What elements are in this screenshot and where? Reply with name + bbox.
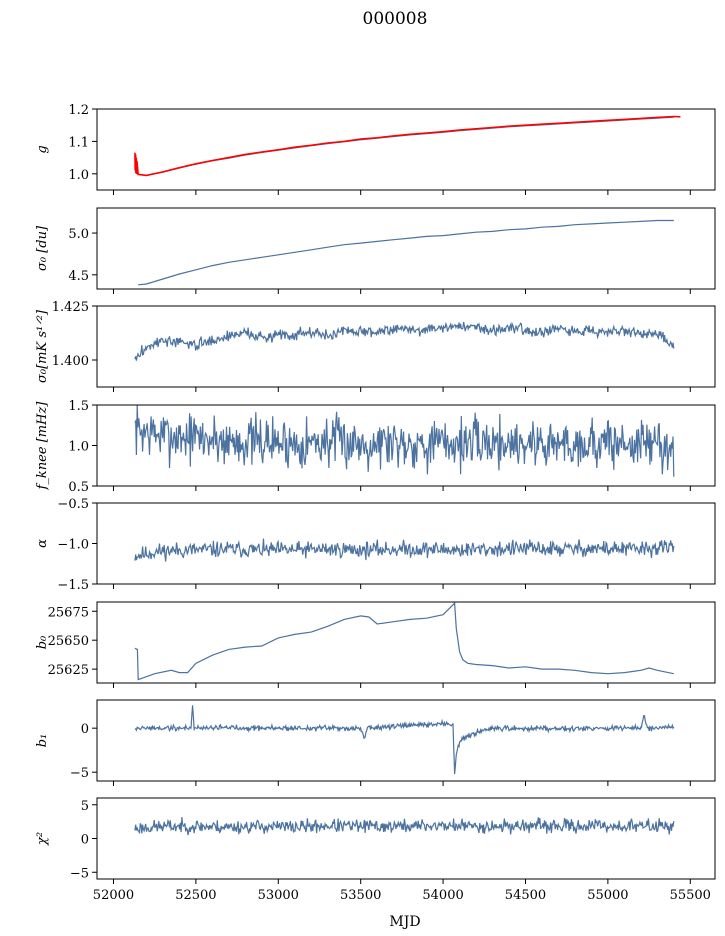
y-axis-label: g (35, 145, 50, 153)
series-line-2-1 (138, 219, 674, 286)
panel-6: 25625 25650 25675 b₀ (35, 601, 716, 688)
x-tick-label: 55000 (587, 888, 628, 903)
y-tick-label: 1.425 (52, 300, 89, 315)
y-tick-label: 5.0 (68, 227, 89, 242)
y-tick-label: 1.400 (52, 354, 89, 369)
y-tick-label: 25625 (48, 663, 89, 678)
y-tick-label: 1.1 (68, 135, 89, 150)
y-tick-label: 25650 (48, 634, 89, 649)
panel-8: −5 0 5 52000 52500 53000 53500 54000 54500 55000 5… (35, 797, 716, 903)
series-line-5-1 (134, 538, 675, 562)
y-axis-label: α (35, 539, 50, 548)
axes-frame (96, 108, 716, 191)
panel-4: 0.5 1.0 1.5 f_knee [mHz] (35, 399, 716, 495)
axes-frame (96, 601, 716, 684)
y-tick-label: 0.5 (68, 480, 89, 495)
y-tick-label: 5 (81, 799, 89, 814)
y-tick-label: 1.0 (68, 440, 89, 455)
x-tick-label: 53500 (340, 888, 381, 903)
x-tick-label: 53000 (258, 888, 299, 903)
y-axis-label: σ₀[mK s¹ᐟ²] (35, 309, 50, 383)
y-axis-label: χ² (35, 832, 50, 846)
series-line-6-1 (134, 602, 674, 681)
x-tick-label: 52500 (175, 888, 216, 903)
y-axis-label: f_knee [mHz] (35, 401, 50, 491)
axes-frame (96, 305, 716, 388)
x-tick-label: 55500 (670, 888, 711, 903)
series-line-7-1 (134, 705, 675, 775)
series-line-1-2 (134, 115, 681, 177)
panel-2: 4.5 5.0 σ₀ [du] (35, 207, 716, 294)
y-axis-label: b₀ (35, 635, 50, 649)
x-axis-label: MJD (389, 914, 420, 930)
y-tick-label: −1.0 (57, 538, 89, 553)
panel-7: −5 0 b₁ (35, 699, 716, 786)
series-line-3-1 (134, 321, 675, 361)
y-tick-label: 0 (81, 833, 89, 848)
x-tick-label: 52000 (93, 888, 134, 903)
y-tick-label: 25675 (48, 605, 89, 620)
x-tick-label: 54000 (422, 888, 463, 903)
axes-frame (96, 797, 716, 880)
series-line-4-1 (134, 405, 675, 477)
y-tick-label: −5 (70, 766, 89, 781)
y-tick-label: 1.2 (68, 103, 89, 118)
y-tick-label: −0.5 (57, 497, 89, 512)
y-tick-label: −1.5 (57, 578, 89, 593)
panel-5: −1.5 −1.0 −0.5 α (35, 497, 716, 593)
series-line-1-1 (134, 116, 674, 177)
y-axis-label: σ₀ [du] (35, 225, 50, 271)
y-axis-label: b₁ (35, 734, 50, 748)
y-tick-label: −5 (70, 866, 89, 881)
y-tick-label: 4.5 (68, 269, 89, 284)
axes-frame (96, 207, 716, 290)
x-tick-label: 54500 (505, 888, 546, 903)
y-tick-label: 1.0 (68, 168, 89, 183)
axes-frame (96, 699, 716, 782)
panel-1: 1.0 1.1 1.2 g (35, 103, 716, 195)
y-tick-label: 0 (81, 722, 89, 737)
series-line-8-1 (134, 817, 675, 836)
figure-title: 000008 (363, 9, 428, 29)
y-tick-label: 1.5 (68, 399, 89, 414)
